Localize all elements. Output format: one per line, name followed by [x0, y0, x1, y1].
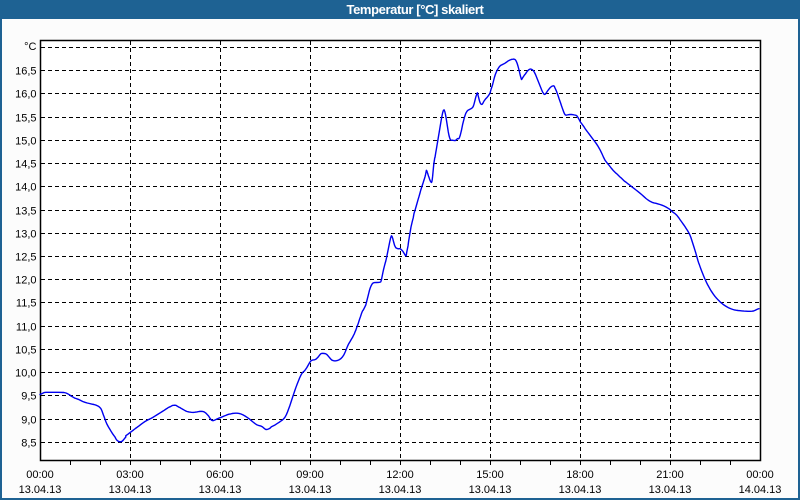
svg-text:12,5: 12,5 — [15, 252, 36, 264]
svg-text:14,0: 14,0 — [15, 182, 36, 194]
svg-text:00:00: 00:00 — [746, 469, 774, 481]
svg-text:13.04.13: 13.04.13 — [649, 484, 692, 496]
svg-text:8,5: 8,5 — [21, 438, 36, 450]
svg-text:15:00: 15:00 — [476, 469, 504, 481]
svg-text:14.04.13: 14.04.13 — [739, 484, 782, 496]
svg-text:00:00: 00:00 — [26, 469, 54, 481]
svg-text:15,0: 15,0 — [15, 136, 36, 148]
svg-text:13,5: 13,5 — [15, 206, 36, 218]
svg-text:09:00: 09:00 — [296, 469, 324, 481]
svg-text:13.04.13: 13.04.13 — [19, 484, 62, 496]
svg-text:18:00: 18:00 — [566, 469, 594, 481]
svg-text:14,5: 14,5 — [15, 159, 36, 171]
svg-text:12,0: 12,0 — [15, 275, 36, 287]
svg-text:13.04.13: 13.04.13 — [469, 484, 512, 496]
svg-text:10,5: 10,5 — [15, 345, 36, 357]
svg-text:15,5: 15,5 — [15, 113, 36, 125]
svg-text:9,5: 9,5 — [21, 391, 36, 403]
svg-text:12:00: 12:00 — [386, 469, 414, 481]
svg-text:13.04.13: 13.04.13 — [379, 484, 422, 496]
svg-text:16,0: 16,0 — [15, 89, 36, 101]
svg-text:11,5: 11,5 — [16, 298, 37, 310]
svg-text:03:00: 03:00 — [116, 469, 144, 481]
svg-text:11,0: 11,0 — [16, 322, 37, 334]
svg-text:13,0: 13,0 — [15, 229, 36, 241]
svg-text:06:00: 06:00 — [206, 469, 234, 481]
svg-text:13.04.13: 13.04.13 — [559, 484, 602, 496]
svg-text:21:00: 21:00 — [656, 469, 684, 481]
svg-text:10,0: 10,0 — [15, 368, 36, 380]
svg-text:13.04.13: 13.04.13 — [199, 484, 242, 496]
svg-text:13.04.13: 13.04.13 — [289, 484, 332, 496]
svg-text:13.04.13: 13.04.13 — [109, 484, 152, 496]
svg-text:16,5: 16,5 — [15, 66, 36, 78]
svg-text:9,0: 9,0 — [21, 415, 36, 427]
svg-text:°C: °C — [24, 41, 36, 53]
